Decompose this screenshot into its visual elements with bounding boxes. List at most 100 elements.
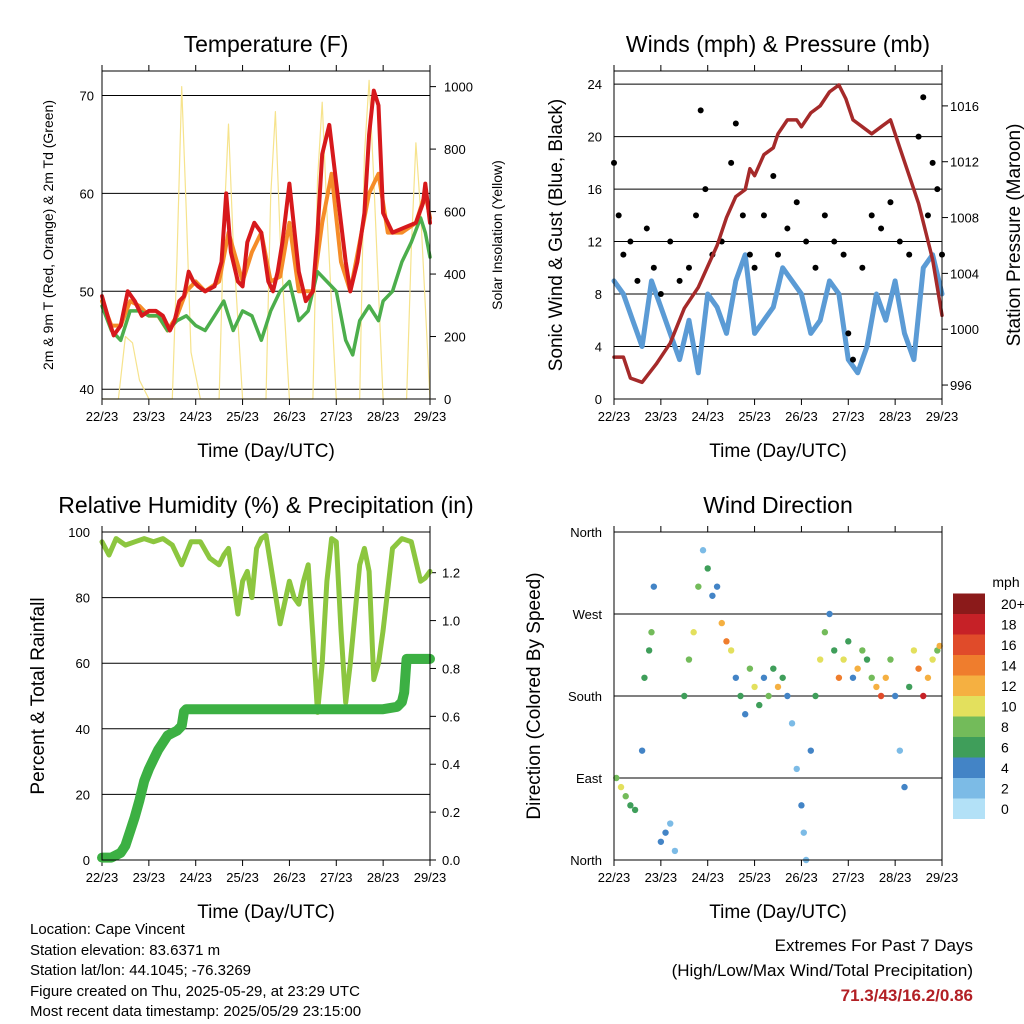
x-tick-label: 24/23 bbox=[691, 409, 724, 424]
gust-point bbox=[685, 264, 692, 271]
direction-point bbox=[699, 547, 707, 554]
y2-tick-label: 0 bbox=[444, 392, 451, 407]
direction-point bbox=[756, 701, 763, 709]
y2-tick-label: 1004 bbox=[950, 266, 979, 281]
gust-point bbox=[887, 199, 894, 206]
direction-point bbox=[690, 629, 697, 636]
gust-point bbox=[831, 238, 838, 245]
colorbar-label: 4 bbox=[1001, 760, 1009, 776]
direction-point bbox=[924, 674, 932, 681]
plot-frame bbox=[101, 531, 431, 861]
gust-point bbox=[915, 133, 922, 140]
y-tick-label: East bbox=[576, 771, 602, 786]
extremes-subtitle: (High/Low/Max Wind/Total Precipitation) bbox=[671, 961, 973, 980]
dewpoint-series-line bbox=[100, 216, 432, 357]
x-axis-label: Time (Day/UTC) bbox=[197, 441, 335, 462]
gust-point bbox=[770, 172, 777, 179]
direction-point bbox=[667, 820, 674, 827]
x-tick-label: 28/23 bbox=[879, 409, 912, 424]
direction-point bbox=[915, 665, 922, 672]
gust-point bbox=[760, 212, 767, 219]
direction-point bbox=[657, 838, 665, 845]
x-tick-label: 23/23 bbox=[645, 409, 678, 424]
y2-tick-label: 0.6 bbox=[442, 709, 460, 724]
x-axis-label: Time (Day/UTC) bbox=[709, 902, 847, 923]
direction-point bbox=[800, 829, 807, 836]
direction-point bbox=[742, 711, 749, 718]
wind-series-line bbox=[611, 252, 945, 376]
direction-point bbox=[826, 610, 833, 618]
x-tick-label: 26/23 bbox=[785, 870, 818, 885]
colorbar-swatch bbox=[953, 655, 985, 676]
gust-point bbox=[821, 212, 828, 219]
gust-point bbox=[676, 277, 683, 284]
y-tick-label: 4 bbox=[595, 340, 602, 355]
direction-point bbox=[807, 747, 814, 754]
y-axis-label: Sonic Wind & Gust (Blue, Black) bbox=[546, 99, 567, 371]
y-tick-label: 40 bbox=[80, 382, 94, 397]
gust-point bbox=[934, 186, 941, 193]
colorbar-label: 16 bbox=[1001, 637, 1017, 653]
y-tick-label: South bbox=[568, 689, 602, 704]
x-tick-label: 22/23 bbox=[598, 870, 631, 885]
gust-point bbox=[739, 212, 746, 219]
colorbar-swatch bbox=[953, 696, 985, 717]
x-tick-label: 28/23 bbox=[367, 409, 400, 424]
colorbar-title: mph bbox=[992, 574, 1019, 590]
direction-point bbox=[793, 765, 800, 773]
y2-tick-label: 0.4 bbox=[442, 757, 460, 772]
x-tick-label: 24/23 bbox=[179, 409, 212, 424]
x-tick-label: 29/23 bbox=[414, 870, 447, 885]
direction-point bbox=[709, 592, 716, 599]
direction-point bbox=[812, 692, 819, 700]
y-tick-label: 70 bbox=[80, 88, 94, 103]
x-tick-label: 27/23 bbox=[832, 870, 865, 885]
direction-point bbox=[746, 665, 754, 672]
gust-point bbox=[803, 238, 810, 245]
gust-point bbox=[793, 199, 800, 206]
y-tick-label: 40 bbox=[76, 722, 90, 737]
plot-frame bbox=[101, 70, 431, 400]
y-tick-label: North bbox=[570, 853, 602, 868]
colorbar-swatch bbox=[953, 778, 985, 799]
y-tick-label: 0 bbox=[83, 853, 90, 868]
x-tick-label: 26/23 bbox=[273, 870, 306, 885]
y-tick-label: 24 bbox=[588, 77, 602, 92]
station-info: Location: Cape Vincent Station elevation… bbox=[30, 920, 361, 1023]
y2-tick-label: 1000 bbox=[950, 322, 979, 337]
panel-wind-direction: Wind Direction 22/23 23/23 24/23 25/23 26/23 2… bbox=[524, 492, 1024, 923]
direction-point bbox=[774, 683, 782, 691]
x-tick-label: 25/23 bbox=[738, 409, 771, 424]
panel-humidity: Relative Humidity (%) & Precipitation (i… bbox=[28, 492, 474, 923]
direction-point bbox=[835, 674, 843, 681]
gust-point bbox=[697, 107, 704, 114]
gust-point bbox=[746, 251, 753, 258]
gust-point bbox=[643, 225, 650, 232]
x-axis-label: Time (Day/UTC) bbox=[197, 902, 335, 923]
direction-point bbox=[732, 674, 740, 681]
gust-point bbox=[849, 356, 856, 363]
colorbar-swatch bbox=[953, 675, 985, 696]
gust-point bbox=[775, 251, 781, 258]
gust-point bbox=[657, 291, 664, 298]
x-tick-label: 24/23 bbox=[179, 870, 212, 885]
y-tick-label: North bbox=[570, 525, 602, 540]
x-tick-label: 24/23 bbox=[691, 870, 724, 885]
gust-point bbox=[920, 94, 927, 101]
direction-point bbox=[868, 674, 875, 681]
direction-point bbox=[770, 665, 777, 672]
colorbar-swatch bbox=[953, 757, 985, 778]
direction-point bbox=[896, 747, 904, 754]
direction-point bbox=[936, 642, 943, 650]
gust-point bbox=[924, 212, 931, 219]
t2m-series-line bbox=[100, 88, 432, 338]
gust-point bbox=[634, 277, 641, 284]
direction-point bbox=[821, 629, 829, 636]
gust-point bbox=[615, 212, 622, 219]
y2-tick-label: 1.2 bbox=[442, 566, 460, 581]
x-tick-label: 26/23 bbox=[273, 409, 306, 424]
direction-point bbox=[695, 583, 702, 590]
direction-point bbox=[622, 793, 629, 800]
extremes-summary: Extremes For Past 7 Days (High/Low/Max W… bbox=[672, 933, 973, 1008]
